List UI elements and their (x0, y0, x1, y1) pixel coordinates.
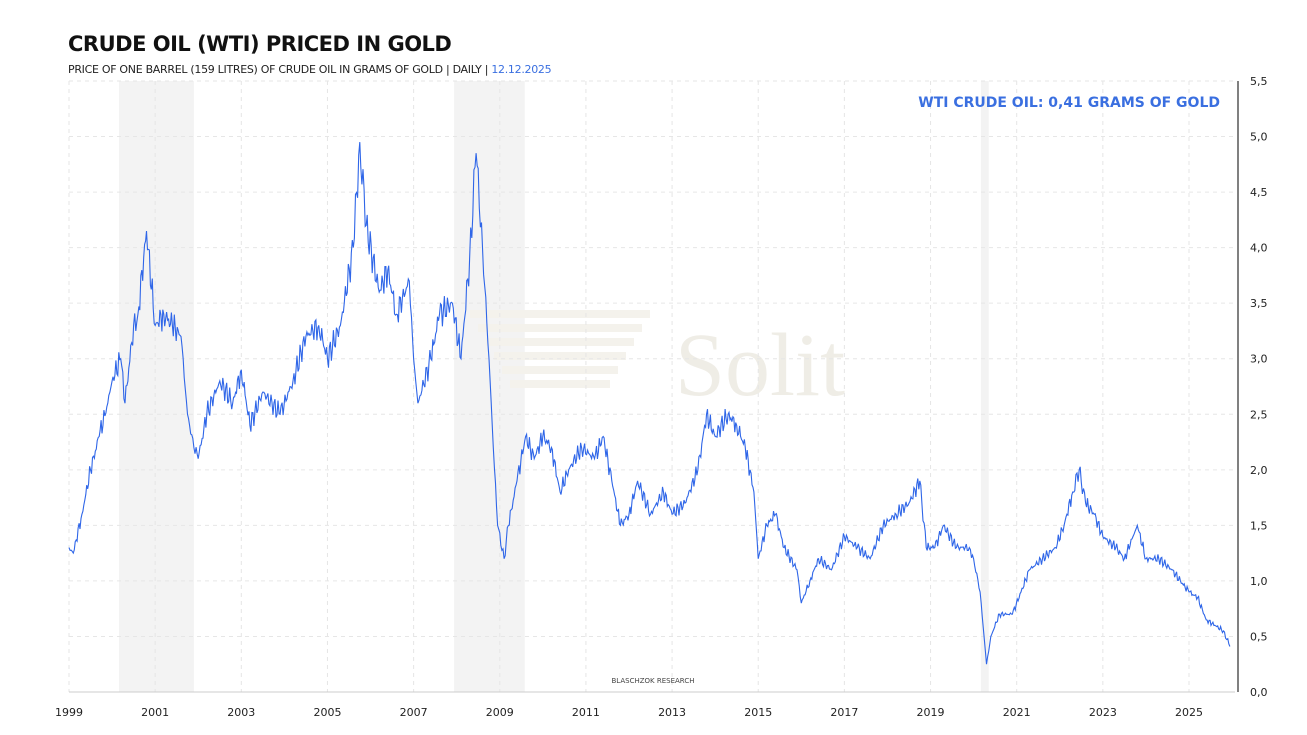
watermark-logo-stripe (502, 366, 618, 374)
x-tick-label: 2003 (227, 706, 255, 719)
x-tick-label: 2021 (1003, 706, 1031, 719)
x-tick-label: 2025 (1175, 706, 1203, 719)
x-tick-label: 2009 (486, 706, 514, 719)
x-tick-label: 2023 (1089, 706, 1117, 719)
y-tick-label: 2,5 (1250, 408, 1268, 421)
y-tick-label: 4,0 (1250, 242, 1268, 255)
x-tick-label: 2013 (658, 706, 686, 719)
y-tick-label: 2,0 (1250, 464, 1268, 477)
value-annotation: WTI CRUDE OIL: 0,41 GRAMS OF GOLD (918, 95, 1220, 111)
y-tick-label: 5,0 (1250, 131, 1268, 144)
watermark-logo-stripe (494, 352, 626, 360)
subtitle-date: 12.12.2025 (491, 63, 552, 76)
x-tick-label: 1999 (55, 706, 83, 719)
watermark-logo-stripe (510, 380, 610, 388)
subtitle-text: PRICE OF ONE BARREL (159 LITRES) OF CRUD… (68, 63, 492, 76)
watermark-logo-stripe (478, 324, 642, 332)
y-tick-label: 4,5 (1250, 186, 1268, 199)
x-tick-label: 2017 (830, 706, 858, 719)
y-tick-label: 0,5 (1250, 630, 1268, 643)
y-tick-label: 1,5 (1250, 519, 1268, 532)
x-tick-label: 2005 (313, 706, 341, 719)
x-tick-label: 2001 (141, 706, 169, 719)
shaded-period (980, 81, 989, 692)
y-tick-label: 3,5 (1250, 297, 1268, 310)
y-tick-label: 0,0 (1250, 686, 1268, 699)
watermark-logo-stripe (470, 310, 650, 318)
chart-subtitle: PRICE OF ONE BARREL (159 LITRES) OF CRUD… (68, 63, 552, 76)
watermark-logo: Solit (675, 316, 845, 415)
x-tick-label: 2007 (400, 706, 428, 719)
x-tick-label: 2015 (744, 706, 772, 719)
shaded-period (118, 81, 194, 692)
watermark-logo-stripe (486, 338, 634, 346)
price-line (68, 142, 1231, 665)
y-tick-label: 5,5 (1250, 75, 1268, 88)
x-tick-label: 2011 (572, 706, 600, 719)
y-tick-label: 1,0 (1250, 575, 1268, 588)
source-label: BLASCHZOK RESEARCH (612, 677, 695, 685)
chart-title: CRUDE OIL (WTI) PRICED IN GOLD (68, 32, 452, 56)
y-tick-label: 3,0 (1250, 353, 1268, 366)
x-tick-label: 2019 (917, 706, 945, 719)
